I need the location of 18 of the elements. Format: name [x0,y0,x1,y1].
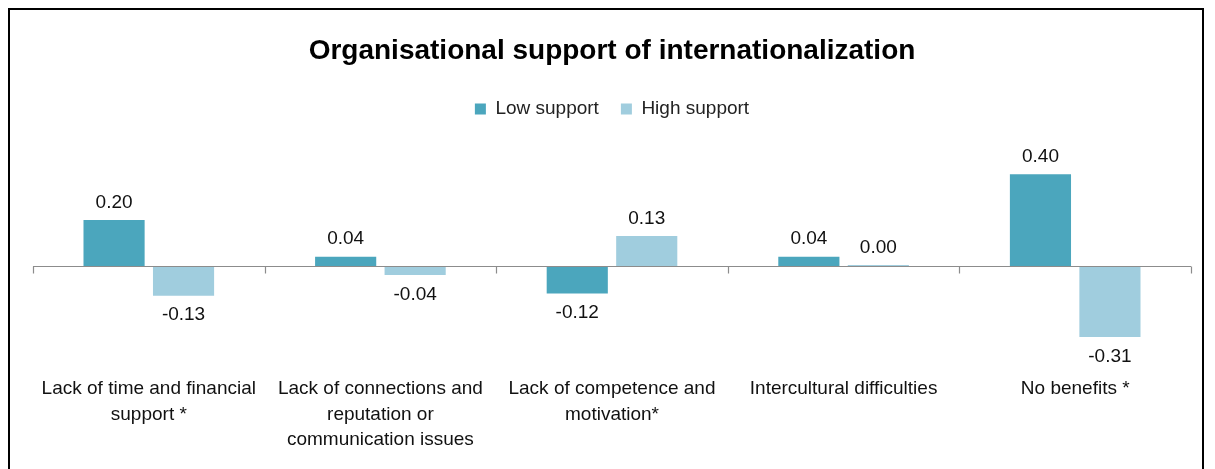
x-tick-label: Lack of connections and reputation or communication issues [277,377,483,450]
data-label: 0.04 [327,227,365,249]
data-label: 0.40 [1021,144,1059,166]
x-tick-label: Intercultural difficulties [749,377,938,399]
data-label: -0.12 [555,301,599,323]
legend-label: High support [641,97,750,119]
x-tick-label: No benefits * [1020,377,1131,399]
data-label: 0.00 [859,235,897,257]
data-label: 0.20 [95,190,133,212]
legend-label: Low support [495,97,600,119]
x-tick-label: Lack of time and financial support * [41,377,256,424]
data-label: -0.31 [1088,344,1132,366]
chart-title: Organisational support of internationalization [308,33,916,65]
data-label: 0.13 [628,206,666,228]
data-label: -0.13 [161,303,206,325]
data-label: 0.04 [790,227,828,249]
data-label: -0.04 [393,282,438,304]
x-tick-label: Lack of competence and motivation* [508,377,716,424]
